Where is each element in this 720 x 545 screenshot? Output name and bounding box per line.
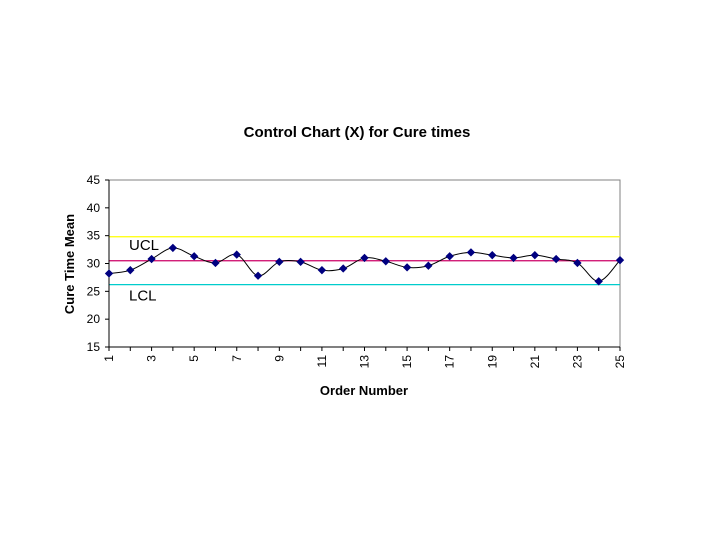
ucl-label: UCL [129, 237, 159, 254]
x-tick-label: 7 [230, 355, 244, 362]
data-point [424, 261, 433, 270]
x-tick-label: 23 [570, 355, 584, 369]
data-point [530, 250, 539, 260]
data-point [488, 250, 497, 260]
x-axis-title: Order Number [320, 383, 408, 398]
data-point [104, 269, 114, 278]
x-tick-label: 15 [400, 355, 414, 369]
y-tick-label: 25 [87, 284, 101, 298]
data-point [360, 253, 369, 263]
y-tick-label: 30 [87, 257, 101, 271]
data-point [509, 253, 518, 263]
lcl-label: LCL [129, 288, 157, 305]
data-point [190, 252, 199, 261]
x-tick-label: 1 [102, 355, 116, 362]
y-tick-label: 15 [87, 340, 101, 354]
chart-title: Control Chart (X) for Cure times [244, 124, 471, 141]
data-point [573, 258, 582, 268]
x-tick-label: 13 [358, 355, 372, 369]
x-tick-label: 21 [528, 355, 542, 369]
data-point [402, 263, 412, 272]
data-point [551, 254, 561, 264]
data-point [615, 255, 625, 265]
data-point [466, 248, 476, 257]
y-tick-label: 20 [87, 312, 101, 326]
data-point [296, 257, 305, 266]
data-point [168, 243, 178, 253]
data-point [147, 254, 156, 264]
y-axis-title: Cure Time Mean [62, 214, 77, 314]
x-tick-label: 5 [187, 355, 201, 362]
x-tick-label: 17 [443, 355, 457, 369]
x-tick-label: 25 [613, 355, 627, 369]
x-tick-label: 11 [315, 355, 329, 368]
data-point [381, 257, 390, 266]
data-point [594, 277, 603, 286]
y-tick-label: 45 [87, 173, 101, 187]
y-tick-label: 35 [87, 229, 101, 243]
data-point [253, 271, 263, 280]
data-point [275, 257, 284, 266]
x-tick-label: 9 [272, 355, 286, 362]
plot-frame [108, 179, 621, 348]
x-tick-label: 3 [145, 355, 159, 362]
x-tick-label: 19 [485, 355, 499, 369]
data-point [339, 264, 348, 273]
data-point [317, 266, 327, 275]
data-point [445, 252, 454, 261]
y-tick-label: 40 [87, 201, 101, 215]
data-point [211, 258, 220, 268]
data-point [232, 250, 241, 259]
data-point [126, 266, 135, 275]
